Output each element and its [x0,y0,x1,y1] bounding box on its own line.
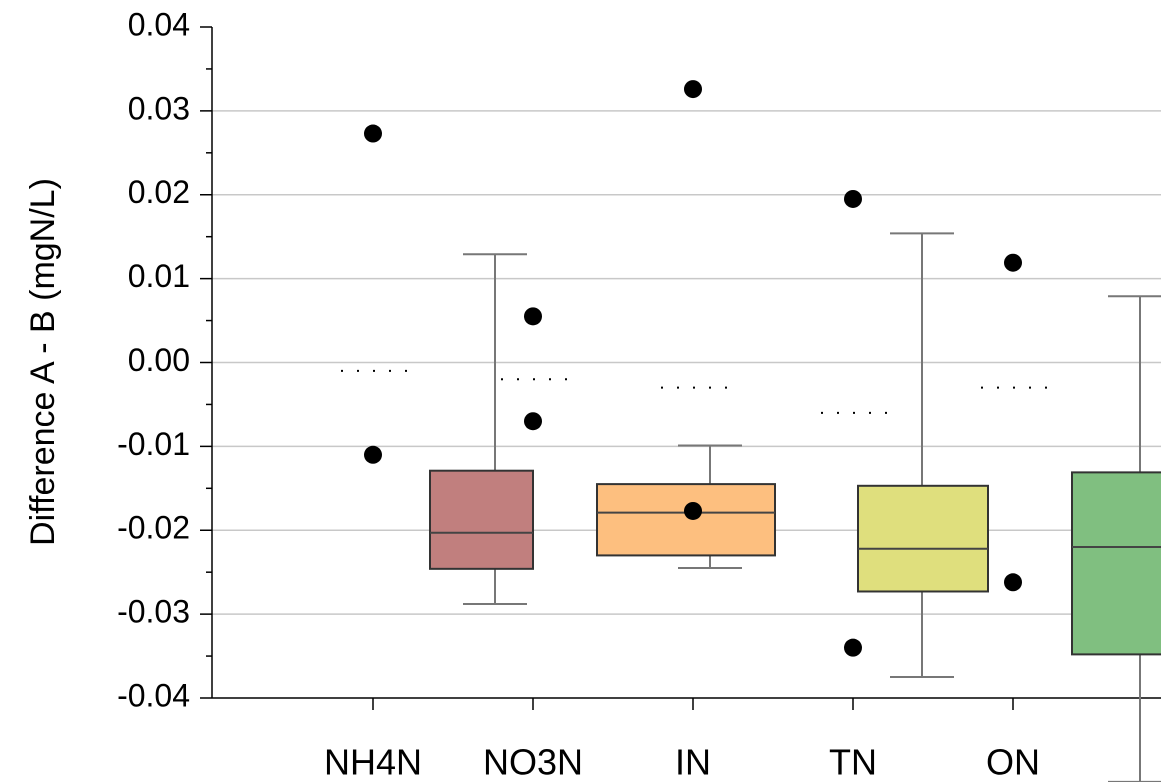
y-tick-label: -0.03 [117,594,190,630]
outlier [1004,573,1022,592]
y-tick-label: 0.04 [128,6,190,42]
x-tick-label: ON [986,742,1040,782]
y-tick-label: 0.00 [128,342,190,378]
outlier [844,189,862,208]
y-tick-label: -0.02 [117,510,190,546]
outlier [684,501,702,520]
y-tick-label: 0.03 [128,90,190,126]
outlier [524,412,542,431]
x-tick-label: NO3N [483,742,583,782]
box [596,483,776,557]
box [429,469,534,570]
x-tick-label: NH4N [324,742,422,782]
x-tick-label: IN [675,742,711,782]
outlier [364,445,382,464]
box [1071,471,1161,656]
y-tick-label: 0.01 [128,258,190,294]
y-tick-label: 0.02 [128,174,190,210]
outlier [1004,253,1022,272]
outlier [844,638,862,657]
outlier [684,80,702,99]
box [857,484,989,593]
outlier [524,307,542,326]
y-tick-label: -0.04 [117,677,190,713]
y-axis-label: Difference A - B (mgN/L) [24,178,62,546]
x-tick-label: TN [829,742,877,782]
outlier [364,124,382,143]
y-tick-label: -0.01 [117,426,190,462]
